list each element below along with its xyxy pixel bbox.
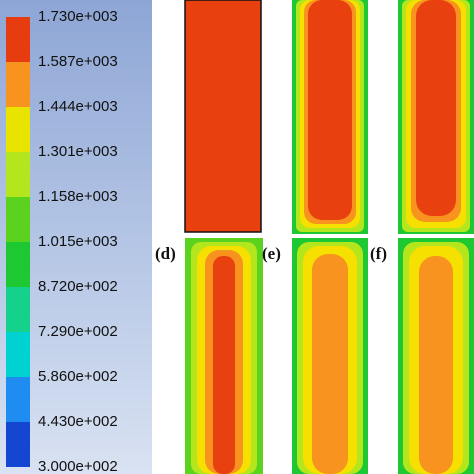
contour-panel <box>398 0 474 234</box>
color-band <box>6 107 30 152</box>
colorbar-label: 1.730e+003 <box>38 8 118 25</box>
contour-panel <box>292 0 368 234</box>
color-band <box>6 242 30 287</box>
colorbar-label: 4.430e+002 <box>38 413 118 430</box>
colorbar-label: 5.860e+002 <box>38 368 118 385</box>
colorbar-label: 8.720e+002 <box>38 278 118 295</box>
contour-panel <box>292 238 368 474</box>
color-band <box>6 422 30 467</box>
colorbar-label: 1.015e+003 <box>38 233 118 250</box>
color-band <box>6 152 30 197</box>
color-band <box>6 287 30 332</box>
color-band <box>6 377 30 422</box>
panel-label: (e) <box>262 244 281 263</box>
colorbar-label: 7.290e+002 <box>38 323 118 340</box>
panel-label: (d) <box>155 244 176 263</box>
panel-label: (f) <box>370 244 387 263</box>
colorbar-label: 3.000e+002 <box>38 458 118 474</box>
colorbar-label: 1.587e+003 <box>38 53 118 70</box>
contour-panel <box>185 238 263 474</box>
color-band <box>6 62 30 107</box>
colorbar-label: 1.444e+003 <box>38 98 118 115</box>
color-band <box>6 197 30 242</box>
colorbar-label: 1.301e+003 <box>38 143 118 160</box>
colorbar-label: 1.158e+003 <box>38 188 118 205</box>
color-band <box>6 332 30 377</box>
contour-panel <box>183 0 263 234</box>
colorbar: 1.730e+003 1.587e+003 1.444e+003 1.301e+003… <box>0 0 152 474</box>
color-band <box>6 17 30 62</box>
contour-panel <box>398 238 474 474</box>
